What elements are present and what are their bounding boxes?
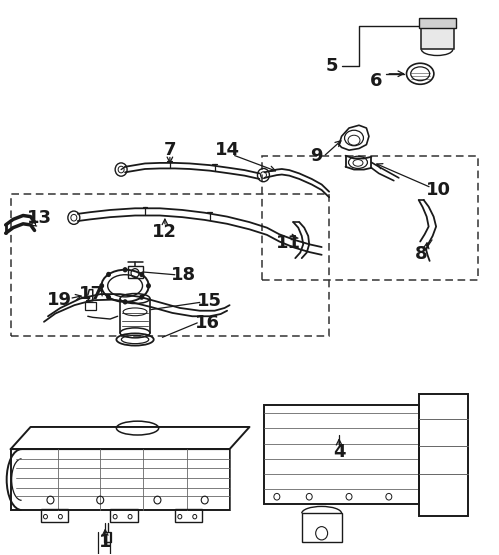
Text: 19: 19	[47, 291, 72, 309]
Text: 15: 15	[197, 292, 222, 310]
Text: 16: 16	[195, 314, 220, 332]
Text: 18: 18	[171, 266, 197, 284]
Bar	[419, 393, 469, 516]
Bar	[85, 302, 96, 310]
Text: 6: 6	[370, 72, 383, 90]
Text: 9: 9	[310, 147, 323, 165]
Circle shape	[147, 284, 150, 287]
Text: 17: 17	[79, 285, 104, 303]
Bar	[302, 513, 341, 542]
Bar	[419, 18, 456, 28]
Circle shape	[140, 295, 143, 299]
Bar	[128, 266, 143, 278]
Text: 10: 10	[426, 181, 451, 199]
Circle shape	[107, 273, 110, 276]
Text: 14: 14	[215, 141, 240, 159]
Text: 7: 7	[164, 141, 176, 159]
Bar	[264, 405, 419, 504]
Bar	[10, 449, 230, 510]
Bar	[104, 532, 111, 542]
Text: 5: 5	[325, 57, 338, 75]
Circle shape	[123, 300, 127, 304]
Bar	[110, 509, 138, 522]
Text: 8: 8	[415, 245, 428, 263]
Bar	[10, 194, 329, 336]
Text: 4: 4	[333, 443, 345, 461]
Circle shape	[100, 284, 103, 287]
Text: 11: 11	[276, 234, 301, 252]
Circle shape	[107, 295, 110, 299]
Text: 13: 13	[27, 209, 52, 226]
Circle shape	[140, 273, 143, 276]
Bar	[40, 509, 68, 522]
Circle shape	[123, 268, 127, 272]
Bar	[262, 156, 479, 280]
Bar	[175, 509, 202, 522]
Text: 1: 1	[99, 533, 111, 551]
Bar	[421, 26, 454, 49]
Text: 12: 12	[152, 223, 178, 241]
